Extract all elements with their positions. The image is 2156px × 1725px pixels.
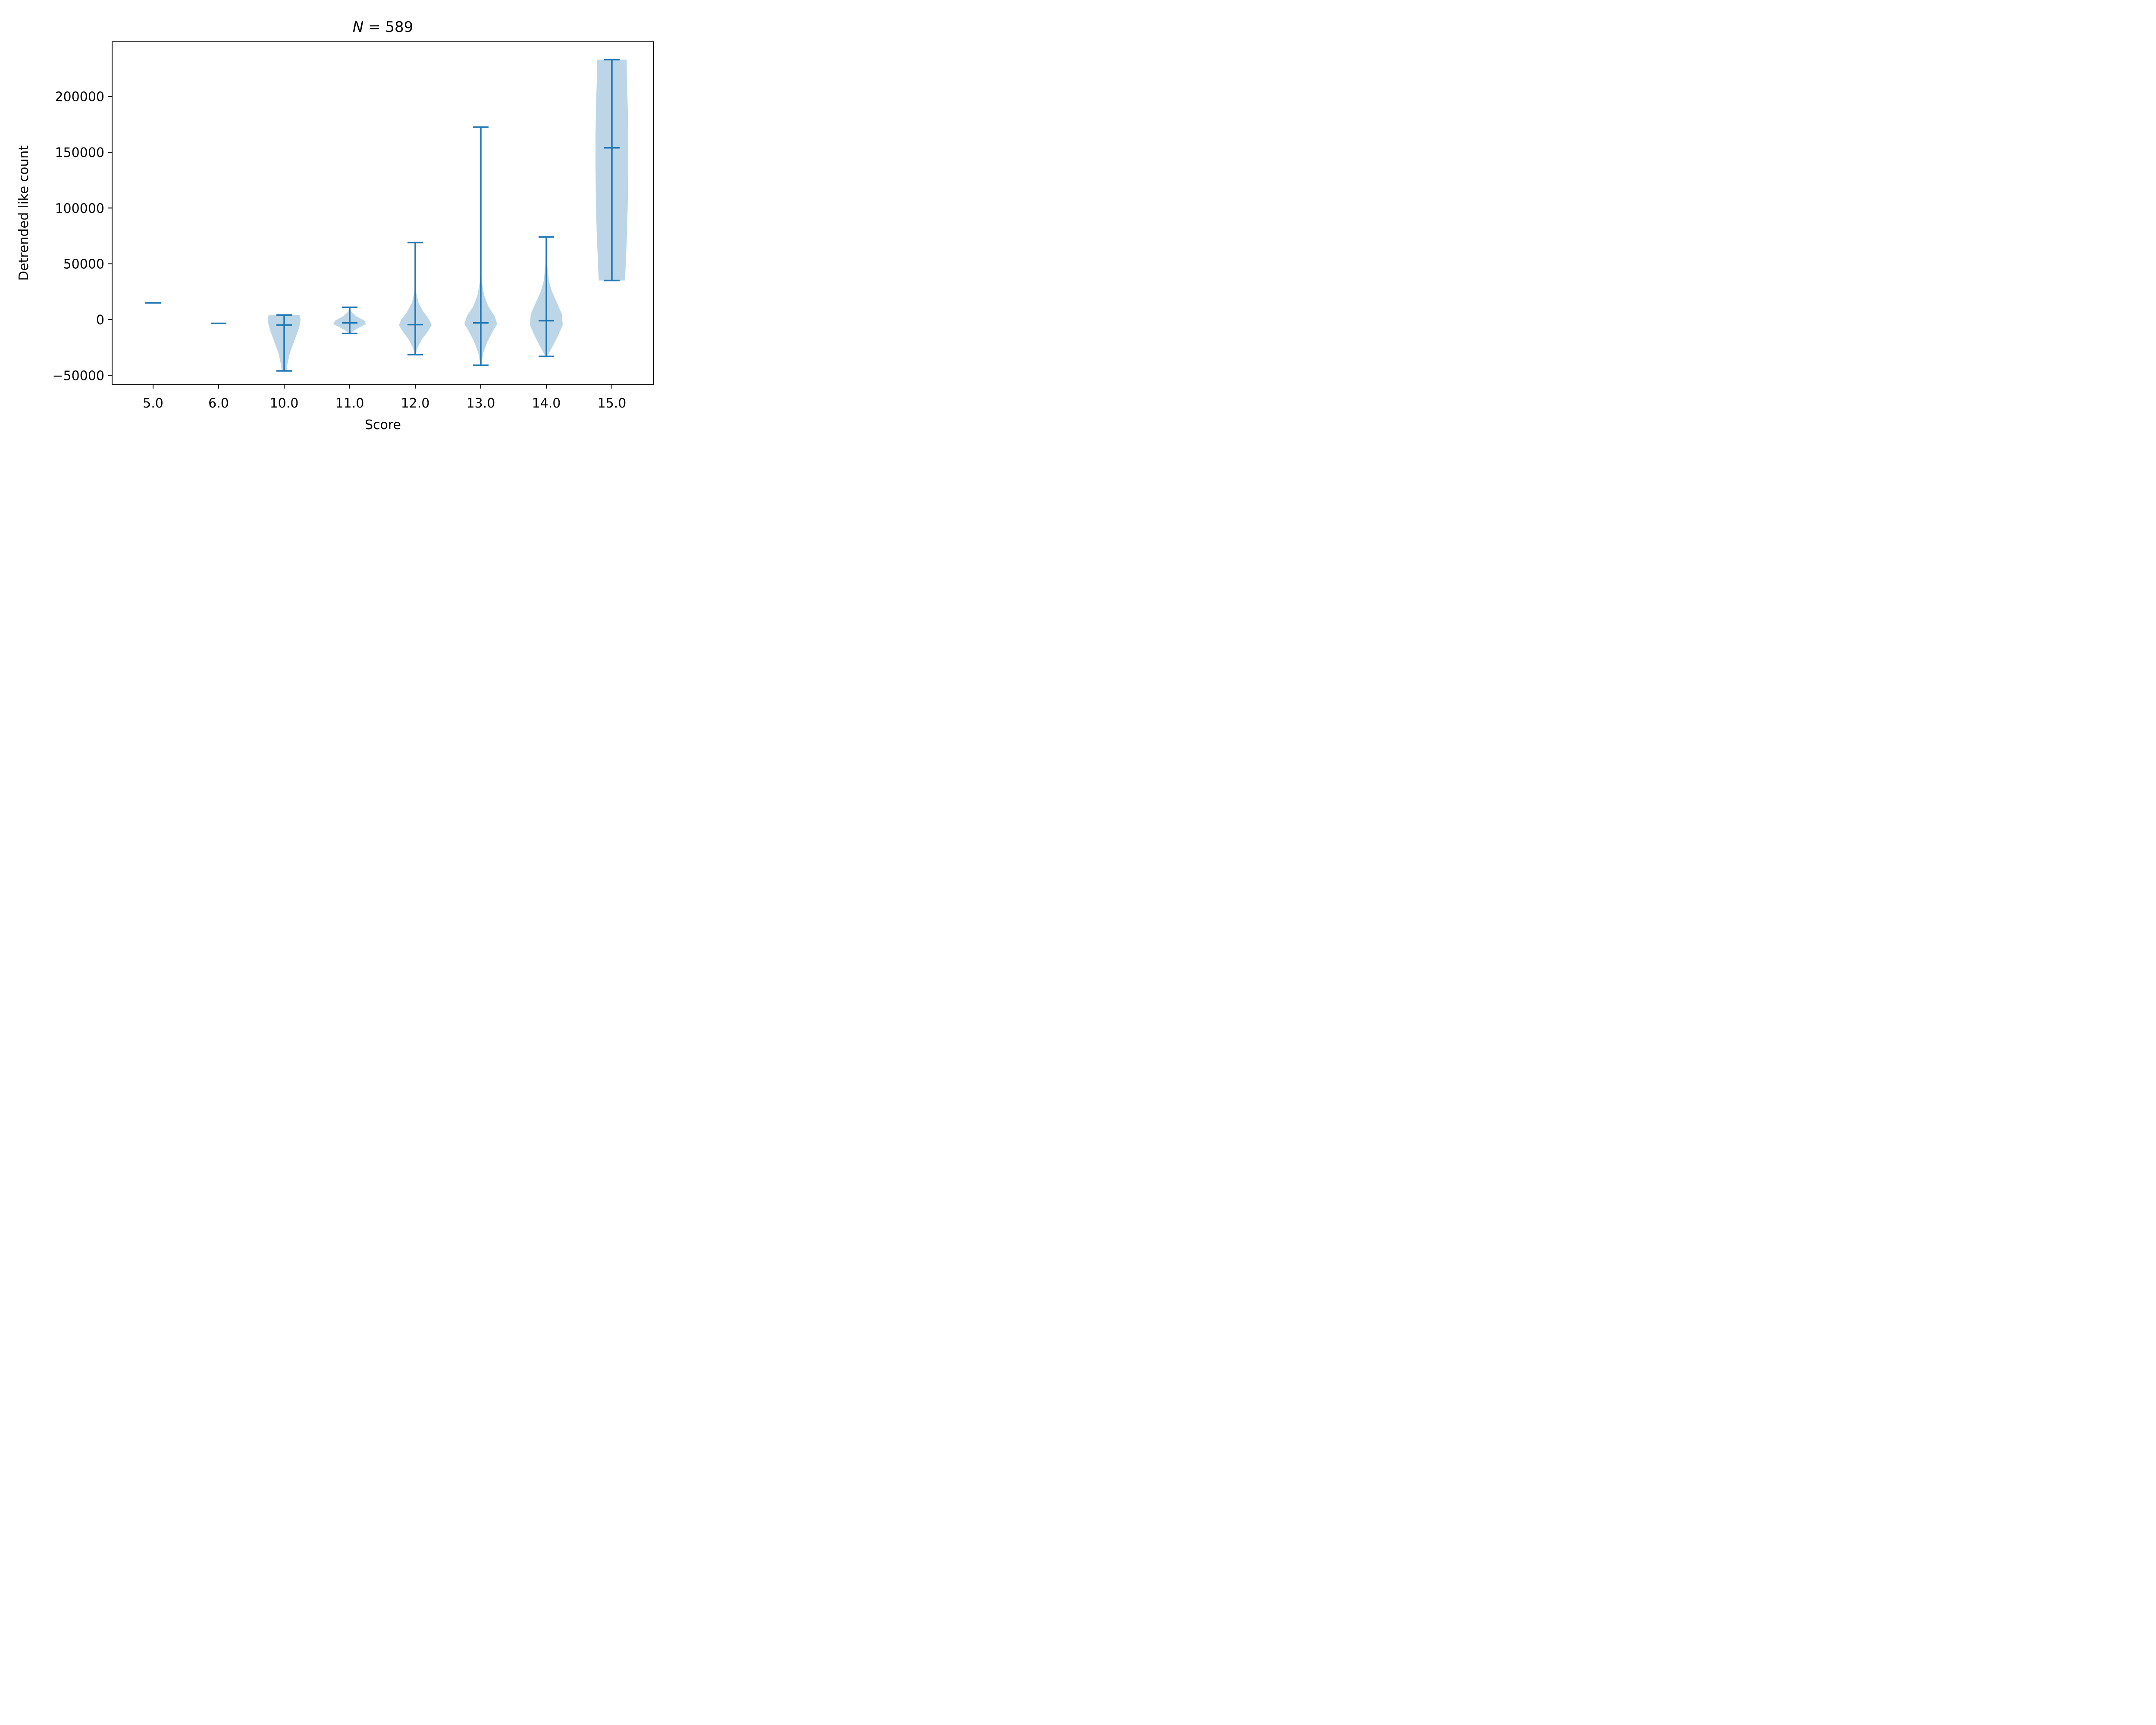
violin-11.0 [333, 306, 366, 335]
x-axis-ticks: 5.0 6.0 10.0 11.0 12.0 13.0 14.0 15.0 [143, 384, 626, 411]
x-tick-label: 12.0 [401, 396, 430, 411]
x-tick-label: 5.0 [143, 396, 163, 411]
violin-13.0 [464, 126, 497, 366]
violin-14.0 [530, 236, 563, 358]
title-variable: N [353, 19, 364, 36]
x-axis-label: Score [365, 417, 401, 433]
violin-15.0 [595, 59, 628, 282]
y-tick-label: 0 [96, 313, 104, 328]
violin-12.0 [399, 242, 432, 356]
chart-title: N = 589 [353, 19, 413, 36]
title-equals: = [364, 19, 385, 36]
x-tick-label: 14.0 [532, 396, 561, 411]
y-axis-ticks: −50000 0 50000 100000 150000 200000 [52, 90, 112, 383]
y-tick-label: −50000 [52, 368, 104, 383]
x-tick-label: 6.0 [208, 396, 229, 411]
x-tick-label: 13.0 [467, 396, 495, 411]
violin-10.0 [268, 314, 301, 372]
title-value: 589 [385, 19, 413, 36]
y-tick-label: 200000 [55, 90, 104, 105]
plot-frame [112, 41, 654, 385]
x-tick-label: 15.0 [598, 396, 627, 411]
y-tick-label: 100000 [55, 201, 104, 216]
y-tick-label: 50000 [63, 257, 104, 272]
violin-chart: N = 589 −50000 0 50000 100000 150000 200000 5… [16, 19, 654, 433]
x-tick-label: 11.0 [335, 396, 364, 411]
y-axis-label: Detrended like count [16, 145, 31, 281]
y-tick-label: 150000 [55, 145, 104, 160]
violins-layer [145, 59, 628, 372]
x-tick-label: 10.0 [270, 396, 299, 411]
